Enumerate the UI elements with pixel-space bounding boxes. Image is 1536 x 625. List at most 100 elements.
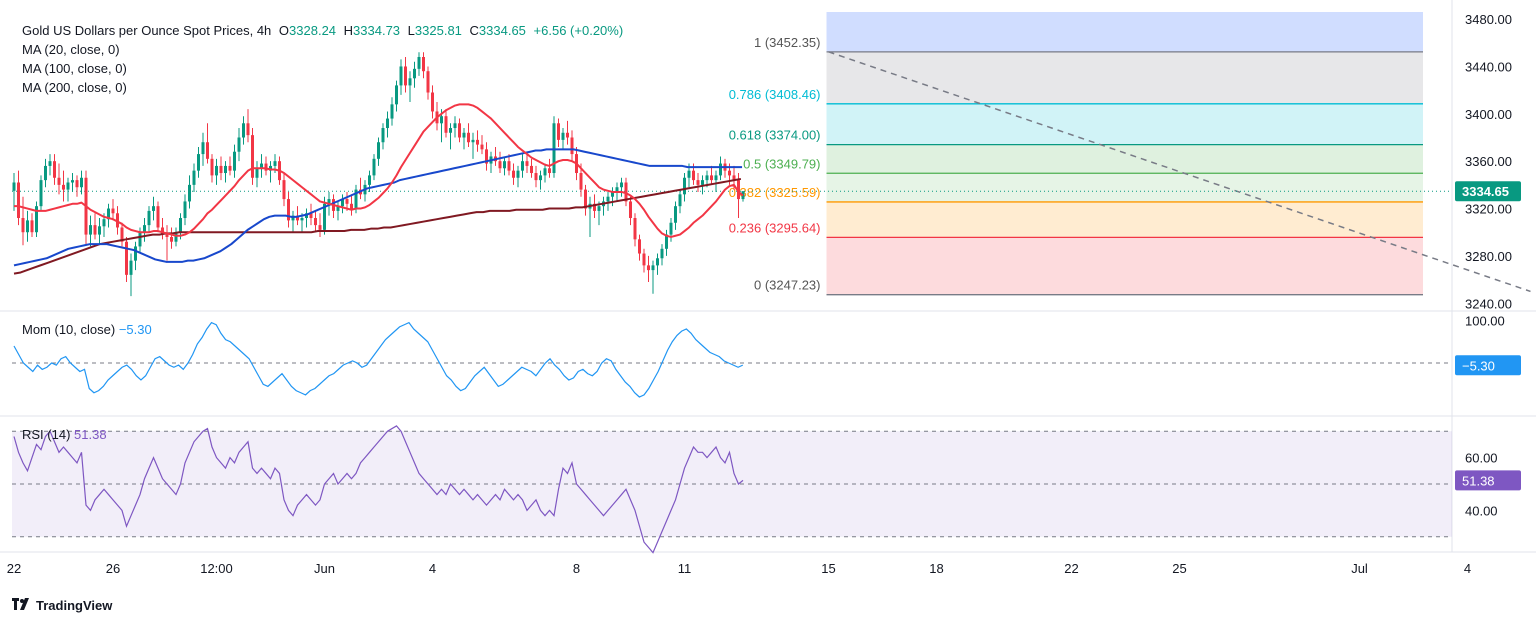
ma20-legend[interactable]: MA (20, close, 0)	[22, 42, 120, 57]
candle-body	[431, 92, 434, 112]
candle-body	[579, 173, 583, 190]
candle-body	[656, 258, 659, 266]
momentum-legend[interactable]: Mom (10, close) −5.30	[22, 322, 152, 337]
time-tick-label: 18	[929, 561, 943, 576]
candle-body	[156, 206, 160, 228]
candle-body	[224, 165, 227, 174]
candle-body	[521, 161, 524, 171]
candle-body	[516, 170, 520, 178]
candle-body	[138, 232, 142, 247]
candle-body	[440, 116, 443, 124]
candle-body	[323, 203, 326, 230]
rsi-label: RSI (14)	[22, 427, 71, 442]
candle-body	[606, 196, 610, 202]
rsi-value: 51.38	[74, 427, 107, 442]
candle-body	[233, 151, 236, 171]
candle-body	[48, 161, 52, 166]
candle-body	[21, 218, 25, 233]
chart-legend-ohlc: Gold US Dollars per Ounce Spot Prices, 4…	[22, 23, 627, 38]
candle-body	[638, 239, 641, 254]
candle-body	[318, 225, 322, 230]
candle-body	[215, 165, 218, 176]
time-tick-label: 26	[106, 561, 120, 576]
candle-body	[210, 158, 214, 176]
candle-body	[197, 154, 200, 171]
candle-body	[543, 168, 547, 176]
candle-body	[692, 170, 695, 181]
candle-body	[534, 173, 538, 181]
candle-body	[615, 187, 619, 192]
candle-body	[228, 165, 232, 171]
candle-body	[287, 199, 290, 221]
candle-body	[102, 219, 106, 227]
rsi-tick-label: 40.00	[1465, 503, 1498, 518]
candle-body	[507, 161, 511, 171]
fib-level-label: 0.5 (3349.79)	[743, 156, 820, 171]
ma100-legend[interactable]: MA (100, close, 0)	[22, 61, 127, 76]
rsi-badge-label: 51.38	[1462, 473, 1495, 488]
close-value: 3334.65	[478, 23, 526, 38]
tradingview-logo[interactable]: TradingView	[12, 597, 112, 613]
price-tick-label: 3480.00	[1465, 12, 1512, 27]
candle-body	[417, 56, 421, 69]
candle-body	[161, 227, 164, 235]
fib-level-label: 0.236 (3295.64)	[729, 220, 821, 235]
candle-body	[480, 144, 484, 150]
open-label: O	[278, 23, 290, 38]
candle-body	[683, 177, 686, 195]
ma200-legend[interactable]: MA (200, close, 0)	[22, 80, 127, 95]
candle-body	[255, 168, 259, 178]
candle-body	[246, 123, 250, 136]
candle-body	[503, 161, 506, 169]
momentum-line	[13, 321, 744, 398]
candle-body	[512, 170, 515, 178]
candle-body	[309, 213, 313, 219]
candle-body	[174, 232, 178, 242]
rsi-legend[interactable]: RSI (14) 51.38	[22, 427, 107, 442]
candle-body	[471, 139, 475, 143]
candle-body	[548, 168, 551, 174]
last-price-badge	[1455, 181, 1521, 202]
rsi-line	[13, 425, 744, 554]
time-tick-label: 4	[1464, 561, 1471, 576]
candle-body	[75, 180, 79, 188]
candle-body	[201, 142, 205, 155]
high-value: 3334.73	[353, 23, 401, 38]
candle-body	[264, 163, 268, 171]
candle-body	[143, 225, 146, 233]
last-price-label: 3334.65	[1462, 184, 1509, 199]
candle-body	[269, 165, 272, 171]
candle-body	[660, 248, 664, 259]
candle-body	[354, 189, 358, 209]
low-label: L	[407, 23, 415, 38]
candle-body	[327, 199, 331, 204]
time-tick-label: Jul	[1351, 561, 1368, 576]
candle-body	[476, 139, 479, 145]
candle-body	[188, 184, 191, 202]
time-tick-label: 4	[429, 561, 436, 576]
candle-body	[426, 71, 430, 93]
momentum-tick-label: 100.00	[1465, 314, 1505, 329]
candle-body	[12, 182, 16, 191]
candle-body	[732, 175, 736, 181]
fib-zone	[826, 173, 1423, 202]
candle-body	[107, 208, 110, 220]
candle-body	[251, 135, 254, 178]
candle-body	[719, 163, 722, 176]
time-tick-label: 22	[7, 561, 21, 576]
candle-body	[44, 165, 47, 181]
chart-title: Gold US Dollars per Ounce Spot Prices, 4…	[22, 23, 272, 38]
candle-body	[134, 246, 137, 261]
candle-body	[116, 213, 119, 228]
fib-level-label: 0.618 (3374.00)	[729, 128, 821, 143]
candle-body	[62, 184, 65, 190]
candle-body	[368, 175, 371, 185]
candle-body	[737, 180, 740, 200]
candle-body	[390, 104, 394, 119]
candle-body	[642, 253, 646, 266]
candle-body	[111, 208, 115, 214]
fib-zone	[826, 201, 1423, 238]
momentum-label: Mom (10, close)	[22, 322, 116, 337]
candle-body	[674, 206, 677, 223]
